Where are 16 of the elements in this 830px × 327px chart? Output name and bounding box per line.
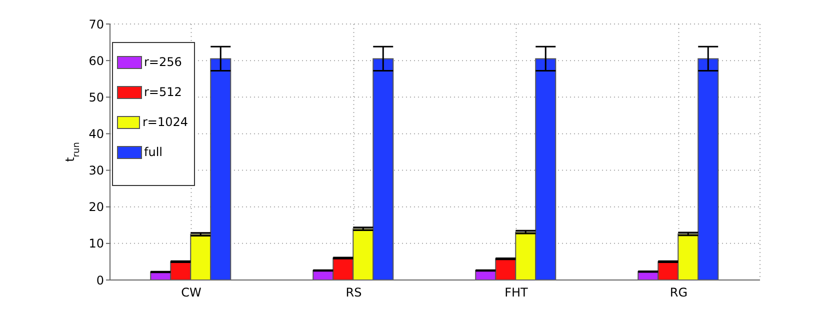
- x-tick-label: CW: [181, 286, 202, 300]
- x-tick-label: FHT: [504, 286, 529, 300]
- y-tick-label: 10: [88, 236, 104, 251]
- x-tick-label: RS: [346, 286, 362, 300]
- y-tick-label: 60: [88, 54, 104, 68]
- legend-label: r=512: [144, 85, 182, 99]
- y-tick-label: 50: [88, 90, 104, 104]
- y-tick-label: 0: [96, 273, 104, 288]
- y-tick-label: 40: [88, 126, 104, 141]
- legend-label: r=256: [144, 55, 182, 69]
- legend-label: full: [144, 145, 162, 159]
- y-tick-label: 30: [88, 164, 104, 178]
- y-tick-label: 70: [88, 17, 104, 32]
- y-tick-label: 20: [88, 200, 104, 214]
- legend-label: r=1024: [142, 115, 188, 129]
- x-tick-label: RG: [670, 286, 688, 300]
